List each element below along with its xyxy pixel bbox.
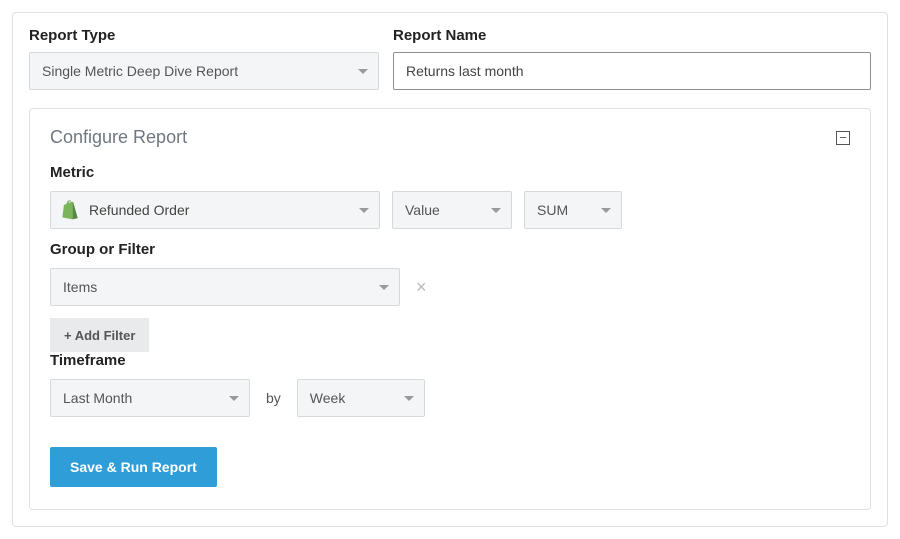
timeframe-section: Timeframe Last Month by Week	[50, 352, 850, 417]
report-type-value: Single Metric Deep Dive Report	[42, 63, 238, 79]
config-title: Configure Report	[50, 127, 187, 148]
report-builder-panel: Report Type Single Metric Deep Dive Repo…	[12, 12, 888, 527]
report-name-input[interactable]	[393, 52, 871, 90]
timeframe-row: Last Month by Week	[50, 379, 850, 417]
chevron-down-icon	[404, 396, 414, 401]
chevron-down-icon	[601, 208, 611, 213]
metric-label: Metric	[50, 164, 850, 181]
config-header: Configure Report −	[50, 127, 850, 148]
report-type-group: Report Type Single Metric Deep Dive Repo…	[29, 27, 379, 90]
configure-report-panel: Configure Report − Metric Refunded Order…	[29, 108, 871, 510]
timeframe-by-label: by	[266, 390, 281, 406]
chevron-down-icon	[491, 208, 501, 213]
group-row: Items ×	[50, 268, 850, 306]
metric-row: Refunded Order Value SUM	[50, 191, 850, 229]
metric-source-value: Refunded Order	[89, 202, 351, 218]
group-filter-section: Group or Filter Items × + Add Filter	[50, 241, 850, 352]
report-type-select[interactable]: Single Metric Deep Dive Report	[29, 52, 379, 90]
add-filter-button[interactable]: + Add Filter	[50, 318, 149, 352]
shopify-icon	[59, 199, 81, 221]
group-select[interactable]: Items	[50, 268, 400, 306]
group-filter-label: Group or Filter	[50, 241, 850, 258]
report-name-label: Report Name	[393, 27, 871, 44]
timeframe-range-select[interactable]: Last Month	[50, 379, 250, 417]
metric-section: Metric Refunded Order Value SUM	[50, 164, 850, 229]
report-name-group: Report Name	[393, 27, 871, 90]
chevron-down-icon	[229, 396, 239, 401]
top-row: Report Type Single Metric Deep Dive Repo…	[29, 27, 871, 90]
report-type-label: Report Type	[29, 27, 379, 44]
metric-dimension-value: Value	[405, 202, 440, 218]
chevron-down-icon	[379, 285, 389, 290]
timeframe-unit-value: Week	[310, 390, 346, 406]
chevron-down-icon	[359, 208, 369, 213]
metric-dimension-select[interactable]: Value	[392, 191, 512, 229]
timeframe-unit-select[interactable]: Week	[297, 379, 425, 417]
group-value: Items	[63, 279, 97, 295]
timeframe-range-value: Last Month	[63, 390, 132, 406]
collapse-icon[interactable]: −	[836, 131, 850, 145]
metric-agg-select[interactable]: SUM	[524, 191, 622, 229]
timeframe-label: Timeframe	[50, 352, 850, 369]
save-run-button[interactable]: Save & Run Report	[50, 447, 217, 487]
chevron-down-icon	[358, 69, 368, 74]
metric-agg-value: SUM	[537, 202, 568, 218]
metric-source-select[interactable]: Refunded Order	[50, 191, 380, 229]
remove-group-icon[interactable]: ×	[416, 277, 427, 298]
